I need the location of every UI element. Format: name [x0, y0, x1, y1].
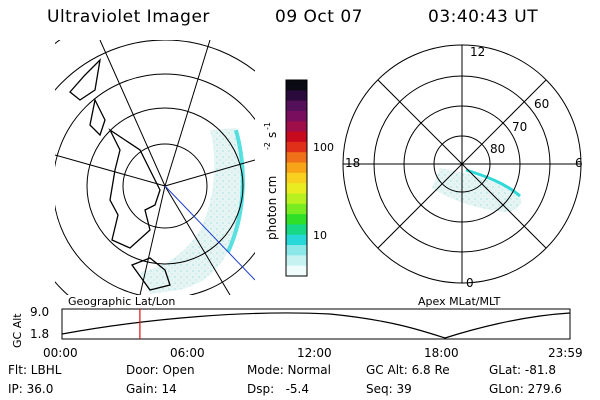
colorbar-swatch [286, 234, 307, 246]
info-mode: Mode: Normal [247, 363, 331, 377]
colorbar-unit-s: s [265, 132, 279, 138]
colorbar-frame [285, 79, 308, 277]
info-glon: GLon: 279.6 [489, 382, 562, 396]
xtick-2359: 23:59 [548, 346, 583, 360]
colorbar-swatch [286, 245, 307, 256]
colorbar-tick-100: 100 [313, 141, 334, 154]
info-dsp: Dsp: -5.4 [247, 382, 310, 396]
aurora-oval-apex-edge [465, 168, 521, 198]
colorbar-swatch [286, 100, 307, 112]
geographic-label: Geographic Lat/Lon [68, 295, 176, 308]
xtick-1800: 18:00 [424, 346, 459, 360]
colorbar-tick-10: 10 [313, 229, 327, 242]
xtick-1200: 12:00 [297, 346, 332, 360]
colorbar-swatch [286, 141, 307, 153]
colorbar-swatch [286, 80, 307, 91]
info-seq: Seq: 39 [366, 382, 412, 396]
colorbar-swatch [286, 183, 307, 194]
altitude-plot [61, 308, 571, 340]
altitude-ymax: 9.0 [30, 305, 50, 319]
lat-label-80: 80 [490, 142, 506, 156]
xtick-0000: 00:00 [43, 346, 78, 360]
geographic-map [55, 40, 255, 295]
altitude-ymin: 1.8 [30, 327, 50, 341]
info-gain: Gain: 14 [126, 382, 177, 396]
altitude-curve [61, 312, 571, 339]
aurora-emission-geo [140, 128, 242, 294]
time-label: 03:40:43 UT [428, 7, 539, 27]
lat-label-60: 60 [534, 97, 550, 111]
colorbar-swatch [286, 131, 307, 143]
colorbar-unit-exponent-s: -1 [263, 122, 272, 130]
info-ip: IP: 36.0 [8, 382, 54, 396]
colorbar-swatch [286, 90, 307, 102]
colorbar-swatch [286, 110, 307, 122]
colorbar-swatch [286, 162, 307, 174]
mlt-label-12: 12 [470, 45, 486, 59]
info-flt: Flt: LBHL [8, 363, 62, 377]
date-label: 09 Oct 07 [275, 7, 363, 27]
lat-label-70: 70 [512, 120, 528, 134]
colorbar-swatch [286, 152, 307, 164]
colorbar-swatch [286, 121, 307, 133]
colorbar [285, 79, 308, 277]
info-glat: GLat: -81.8 [489, 363, 556, 377]
mlt-label-0: 0 [466, 276, 474, 290]
colorbar-unit-label: photon cm [265, 176, 279, 240]
colorbar-swatch [286, 265, 307, 277]
colorbar-swatch [286, 203, 307, 215]
xtick-0600: 06:00 [170, 346, 205, 360]
mlt-label-6: 6 [575, 156, 583, 170]
colorbar-unit-exponent: -2 [263, 142, 272, 150]
info-gcalt: GC Alt: 6.8 Re [366, 363, 450, 377]
apex-label: Apex MLat/MLT [418, 295, 501, 308]
info-door: Door: Open [126, 363, 195, 377]
apex-polar-plot [342, 44, 582, 284]
colorbar-swatch [286, 224, 307, 236]
colorbar-swatch [286, 214, 307, 225]
colorbar-swatch [286, 193, 307, 205]
colorbar-swatch [286, 255, 307, 267]
mlt-label-18: 18 [345, 156, 361, 170]
colorbar-swatch [286, 172, 307, 184]
instrument-title: Ultraviolet Imager [47, 7, 210, 27]
coastline [69, 58, 171, 291]
altitude-ylabel: GC Alt [11, 313, 24, 348]
